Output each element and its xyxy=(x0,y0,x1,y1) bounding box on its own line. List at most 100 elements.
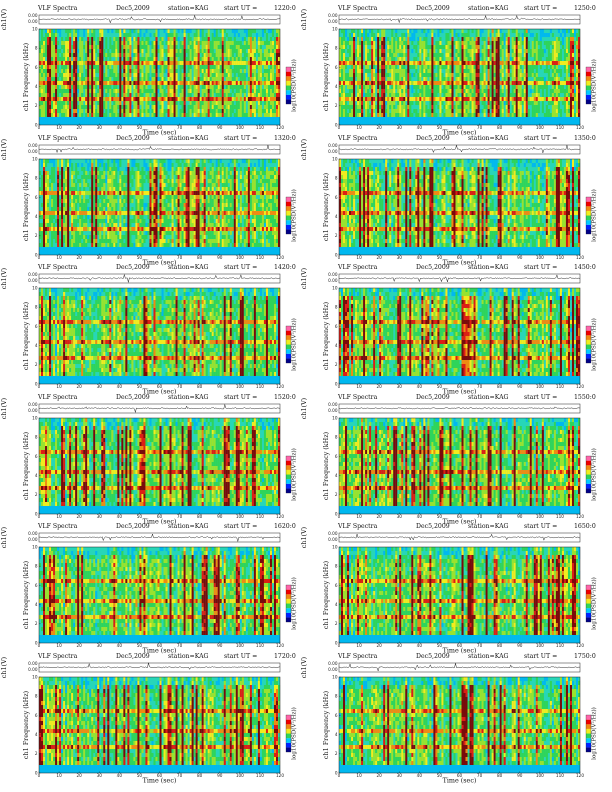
y-tick-label: 6 xyxy=(35,453,38,458)
spectrogram-cells xyxy=(39,288,281,385)
line-plot-ytick: 0.00 xyxy=(28,143,38,148)
panel-title: VLF Spectra xyxy=(338,393,377,402)
colorbar-label: log10(PSD(V²/Hz)) xyxy=(291,59,298,112)
panel-title-row: VLF Spectra Dec5,2009 station=KAG start UT … xyxy=(338,134,598,143)
y-axis-label: ch1 Frequency (kHz) xyxy=(322,302,330,370)
panel-date: Dec5,2009 xyxy=(416,652,450,661)
x-tick-label: 110 xyxy=(256,514,264,519)
x-tick-label: 80 xyxy=(497,125,503,130)
y-tick-label: 0 xyxy=(35,511,38,516)
line-plot-ylabel: ch1(V) xyxy=(300,9,308,30)
panel-station: station=KAG xyxy=(468,393,509,402)
line-plot-trace xyxy=(338,274,581,283)
x-tick-label: 100 xyxy=(236,125,244,130)
panel-station: station=KAG xyxy=(468,134,509,143)
y-tick-label: 4 xyxy=(335,343,338,348)
panel-title-row: VLF Spectra Dec5,2009 station=KAG start UT … xyxy=(38,522,298,531)
y-tick-label: 6 xyxy=(35,324,38,329)
spectrogram-panel: VLF Spectra Dec5,2009 station=KAG start UT … xyxy=(300,4,600,137)
x-tick-label: 70 xyxy=(177,384,183,389)
panel-title: VLF Spectra xyxy=(338,263,377,272)
panel-station: station=KAG xyxy=(468,522,509,531)
y-tick-label: 8 xyxy=(335,175,338,180)
x-tick-label: 0 xyxy=(338,773,341,778)
spectrogram-cells xyxy=(339,29,581,126)
x-tick-label: 60 xyxy=(457,514,463,519)
y-tick-label: 2 xyxy=(335,103,338,108)
x-tick-label: 120 xyxy=(276,255,284,260)
line-plot-frame xyxy=(338,532,581,543)
x-tick-label: 90 xyxy=(517,255,523,260)
line-plot-ytick: 0.00 xyxy=(28,149,38,154)
x-tick-label: 120 xyxy=(576,384,584,389)
panel-title-row: VLF Spectra Dec5,2009 station=KAG start UT … xyxy=(338,652,598,661)
x-tick-label: 30 xyxy=(97,773,103,778)
x-tick-label: 100 xyxy=(536,255,544,260)
line-plot-ytick: 0.00 xyxy=(28,531,38,536)
panel-station: station=KAG xyxy=(468,652,509,661)
panel-date: Dec5,2009 xyxy=(116,652,150,661)
y-tick-label: 0 xyxy=(335,252,338,257)
x-tick-label: 80 xyxy=(197,255,203,260)
colorbar xyxy=(585,584,592,623)
x-tick-label: 70 xyxy=(177,773,183,778)
x-tick-label: 20 xyxy=(76,514,82,519)
y-tick-label: 4 xyxy=(35,602,38,607)
x-tick-label: 110 xyxy=(256,255,264,260)
y-tick-label: 8 xyxy=(35,175,38,180)
x-tick-label: 120 xyxy=(276,125,284,130)
y-axis-label: ch1 Frequency (kHz) xyxy=(322,690,330,758)
x-tick-label: 120 xyxy=(576,125,584,130)
y-tick-label: 8 xyxy=(35,434,38,439)
x-tick-label: 20 xyxy=(76,773,82,778)
x-tick-label: 50 xyxy=(137,643,143,648)
y-tick-label: 8 xyxy=(335,46,338,51)
x-tick-label: 80 xyxy=(497,643,503,648)
y-tick-label: 4 xyxy=(35,84,38,89)
y-axis-label: ch1 Frequency (kHz) xyxy=(22,690,30,758)
y-tick-label: 0 xyxy=(35,381,38,386)
line-plot-ytick: 0.00 xyxy=(328,272,338,277)
spectrogram-svg: ch1(V) 0.000.00 0 10 20 30 40 50 60 70 80 90 100 110 1… xyxy=(0,138,298,266)
x-tick-label: 10 xyxy=(56,384,62,389)
x-tick-label: 10 xyxy=(56,125,62,130)
x-tick-label: 40 xyxy=(117,384,123,389)
panel-start-time: 1620:0 xyxy=(274,522,296,531)
y-tick-label: 0 xyxy=(35,640,38,645)
y-tick-label: 6 xyxy=(35,712,38,717)
panel-station: station=KAG xyxy=(168,263,209,272)
panel-start-time: 1220:0 xyxy=(274,4,296,13)
spectrogram-panel: VLF Spectra Dec5,2009 station=KAG start UT … xyxy=(0,652,300,785)
x-tick-label: 40 xyxy=(417,255,423,260)
spectrogram-panel: VLF Spectra Dec5,2009 station=KAG start UT … xyxy=(0,263,300,396)
colorbar-label: log10(PSD(V²/Hz)) xyxy=(591,707,598,760)
panel-start-time: 1450:0 xyxy=(574,263,596,272)
panel-title: VLF Spectra xyxy=(38,522,77,531)
y-axis-label: ch1 Frequency (kHz) xyxy=(22,561,30,629)
panel-date: Dec5,2009 xyxy=(416,393,450,402)
x-tick-label: 0 xyxy=(338,643,341,648)
x-axis-label: Time (sec) xyxy=(443,647,477,655)
line-plot-trace xyxy=(338,14,581,23)
line-plot-trace xyxy=(38,144,281,153)
x-tick-label: 50 xyxy=(437,773,443,778)
spectrogram-svg: ch1(V) 0.000.00 0 10 20 30 40 50 60 70 80 90 100 110 1… xyxy=(0,527,298,655)
panel-title: VLF Spectra xyxy=(38,393,77,402)
x-axis-label: Time (sec) xyxy=(143,647,177,655)
panel-date: Dec5,2009 xyxy=(416,522,450,531)
colorbar-label: log10(PSD(V²/Hz)) xyxy=(291,577,298,630)
x-tick-label: 30 xyxy=(97,384,103,389)
x-tick-label: 50 xyxy=(137,125,143,130)
y-tick-label: 8 xyxy=(335,564,338,569)
colorbar xyxy=(585,714,592,752)
panel-start-label: start UT = xyxy=(224,652,257,661)
y-tick-label: 10 xyxy=(32,544,38,549)
x-tick-label: 70 xyxy=(477,643,483,648)
spectrogram-panel: VLF Spectra Dec5,2009 station=KAG start UT … xyxy=(300,652,600,785)
y-tick-label: 6 xyxy=(335,194,338,199)
x-tick-label: 30 xyxy=(97,514,103,519)
x-tick-label: 10 xyxy=(356,384,362,389)
x-axis-label: Time (sec) xyxy=(143,129,177,137)
spectrogram-cells xyxy=(339,158,581,255)
line-plot-ytick: 0.00 xyxy=(328,402,338,407)
